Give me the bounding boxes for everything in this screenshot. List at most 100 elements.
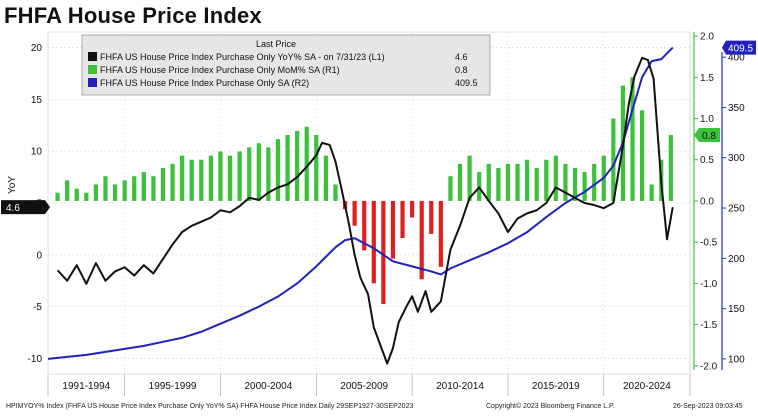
index-tag-label: 409.5: [728, 44, 753, 55]
r1-tick-label: -2.0: [700, 361, 718, 372]
legend-header: Last Price: [256, 39, 296, 49]
mom-bar: [639, 110, 645, 201]
mom-bar: [582, 172, 587, 201]
mom-bar: [160, 167, 166, 201]
r1-tick-label: 2.0: [700, 32, 714, 43]
mom-bar: [256, 143, 261, 201]
mom-bar: [592, 163, 597, 201]
mom-bar: [563, 163, 568, 201]
yoy-tag-pointer: [45, 200, 50, 215]
mom-tag-label: 0.8: [702, 131, 716, 142]
mom-bar: [103, 176, 108, 201]
series-lines: [47, 46, 674, 365]
mom-bar: [553, 155, 558, 201]
mom-bar: [467, 155, 472, 201]
mom-bar: [668, 135, 673, 201]
x-tick-label: 1991-1994: [62, 381, 110, 392]
r2-tick-label: 350: [728, 103, 745, 114]
legend-value-yoy: 4.6: [455, 52, 468, 62]
y-axis-label: YoY: [7, 176, 18, 194]
mom-bars: [55, 77, 673, 304]
r2-tick-label: 250: [728, 204, 745, 215]
index-tag-box: [722, 40, 756, 55]
mom-bar: [649, 184, 654, 201]
mom-bar: [112, 184, 118, 201]
mom-bar: [218, 151, 223, 201]
mom-bar: [362, 200, 367, 251]
l1-tick-label: -5: [33, 302, 42, 313]
legend-value-mom: 0.8: [455, 65, 468, 75]
r1-tick-label: 0.5: [700, 155, 714, 166]
footer-source: HPIMYOY% Index (FHFA US House Price Inde…: [6, 403, 414, 410]
mom-bar: [448, 176, 453, 201]
yoy-tag-label: 4.6: [6, 203, 20, 214]
mom-bar: [180, 155, 185, 201]
mom-bar: [505, 163, 511, 201]
mom-bar: [381, 200, 386, 304]
mom-bar: [275, 139, 281, 201]
x-tick-label: 2005-2009: [340, 381, 388, 392]
mom-bar: [323, 155, 328, 201]
legend-swatch-mom: [88, 65, 97, 74]
mom-bar: [55, 192, 60, 201]
mom-bar: [304, 126, 309, 201]
l1-tick-label: 15: [31, 95, 43, 106]
mom-bar: [525, 159, 530, 201]
x-tick-label: 1995-1999: [149, 381, 197, 392]
legend-entry-index: FHFA US House Price Index Purchase Only …: [100, 78, 309, 88]
mom-bar: [611, 118, 616, 201]
mom-bar: [237, 151, 242, 201]
x-tick-label: 2010-2014: [436, 381, 484, 392]
mom-bar: [486, 163, 491, 201]
r2-tick-label: 300: [728, 153, 745, 164]
mom-bar: [572, 167, 578, 201]
l1-tick-label: -10: [28, 354, 43, 365]
l1-tick-label: 10: [31, 147, 43, 158]
mom-bar: [208, 155, 213, 201]
x-tick-label: 2015-2019: [532, 381, 580, 392]
mom-bar: [247, 147, 252, 201]
x-tick-label: 2020-2024: [623, 381, 671, 392]
mom-bar: [295, 130, 300, 201]
mom-bar: [132, 176, 137, 201]
mom-bar: [457, 163, 463, 201]
yoy-tag-box: [1, 200, 45, 215]
mom-bar: [266, 147, 271, 201]
index-line: [47, 46, 674, 360]
l1-tick-label: 20: [31, 43, 43, 54]
mom-bar: [515, 163, 520, 201]
mom-bar: [122, 180, 127, 201]
r2-tick-label: 150: [728, 304, 745, 315]
mom-bar: [151, 176, 156, 201]
yoy-line: [56, 56, 674, 365]
mom-bar: [410, 200, 415, 218]
mom-bar: [285, 135, 290, 201]
mom-bar: [84, 192, 89, 201]
footer-copyright: Copyright© 2023 Bloomberg Finance L.P.: [486, 403, 615, 410]
mom-bar: [65, 180, 70, 201]
legend-box: [81, 34, 491, 96]
last-value-tags: 4.6 0.8 409.5: [1, 40, 756, 215]
mom-bar: [93, 184, 99, 201]
r2-tick-label: 200: [728, 254, 745, 265]
mom-bar: [496, 167, 501, 201]
mom-bar: [170, 163, 175, 201]
r1-tick-label: -0.5: [700, 238, 718, 249]
mom-bar: [333, 184, 338, 201]
legend: Last Price FHFA US House Price Index Pur…: [81, 34, 491, 96]
mom-bar: [429, 200, 434, 234]
r2-tick-label: 400: [728, 53, 745, 64]
mom-bar: [352, 200, 357, 226]
mom-bar: [227, 155, 233, 201]
r1-tick-label: 1.5: [700, 73, 714, 84]
mom-bar: [189, 159, 194, 201]
mom-bar: [544, 159, 549, 201]
mom-bar: [534, 167, 539, 201]
axes: 1991-1994 1995-1999 2000-2004 2005-2009 2010…: [28, 32, 746, 392]
legend-entry-mom: FHFA US House Price Index Purchase Only …: [100, 65, 340, 75]
footer-timestamp: 26-Sep-2023 09:03:45: [673, 403, 743, 410]
mom-bar: [371, 200, 376, 284]
legend-entry-yoy: FHFA US House Price Index Purchase Only …: [100, 52, 385, 62]
l1-tick-label: 0: [36, 250, 42, 261]
